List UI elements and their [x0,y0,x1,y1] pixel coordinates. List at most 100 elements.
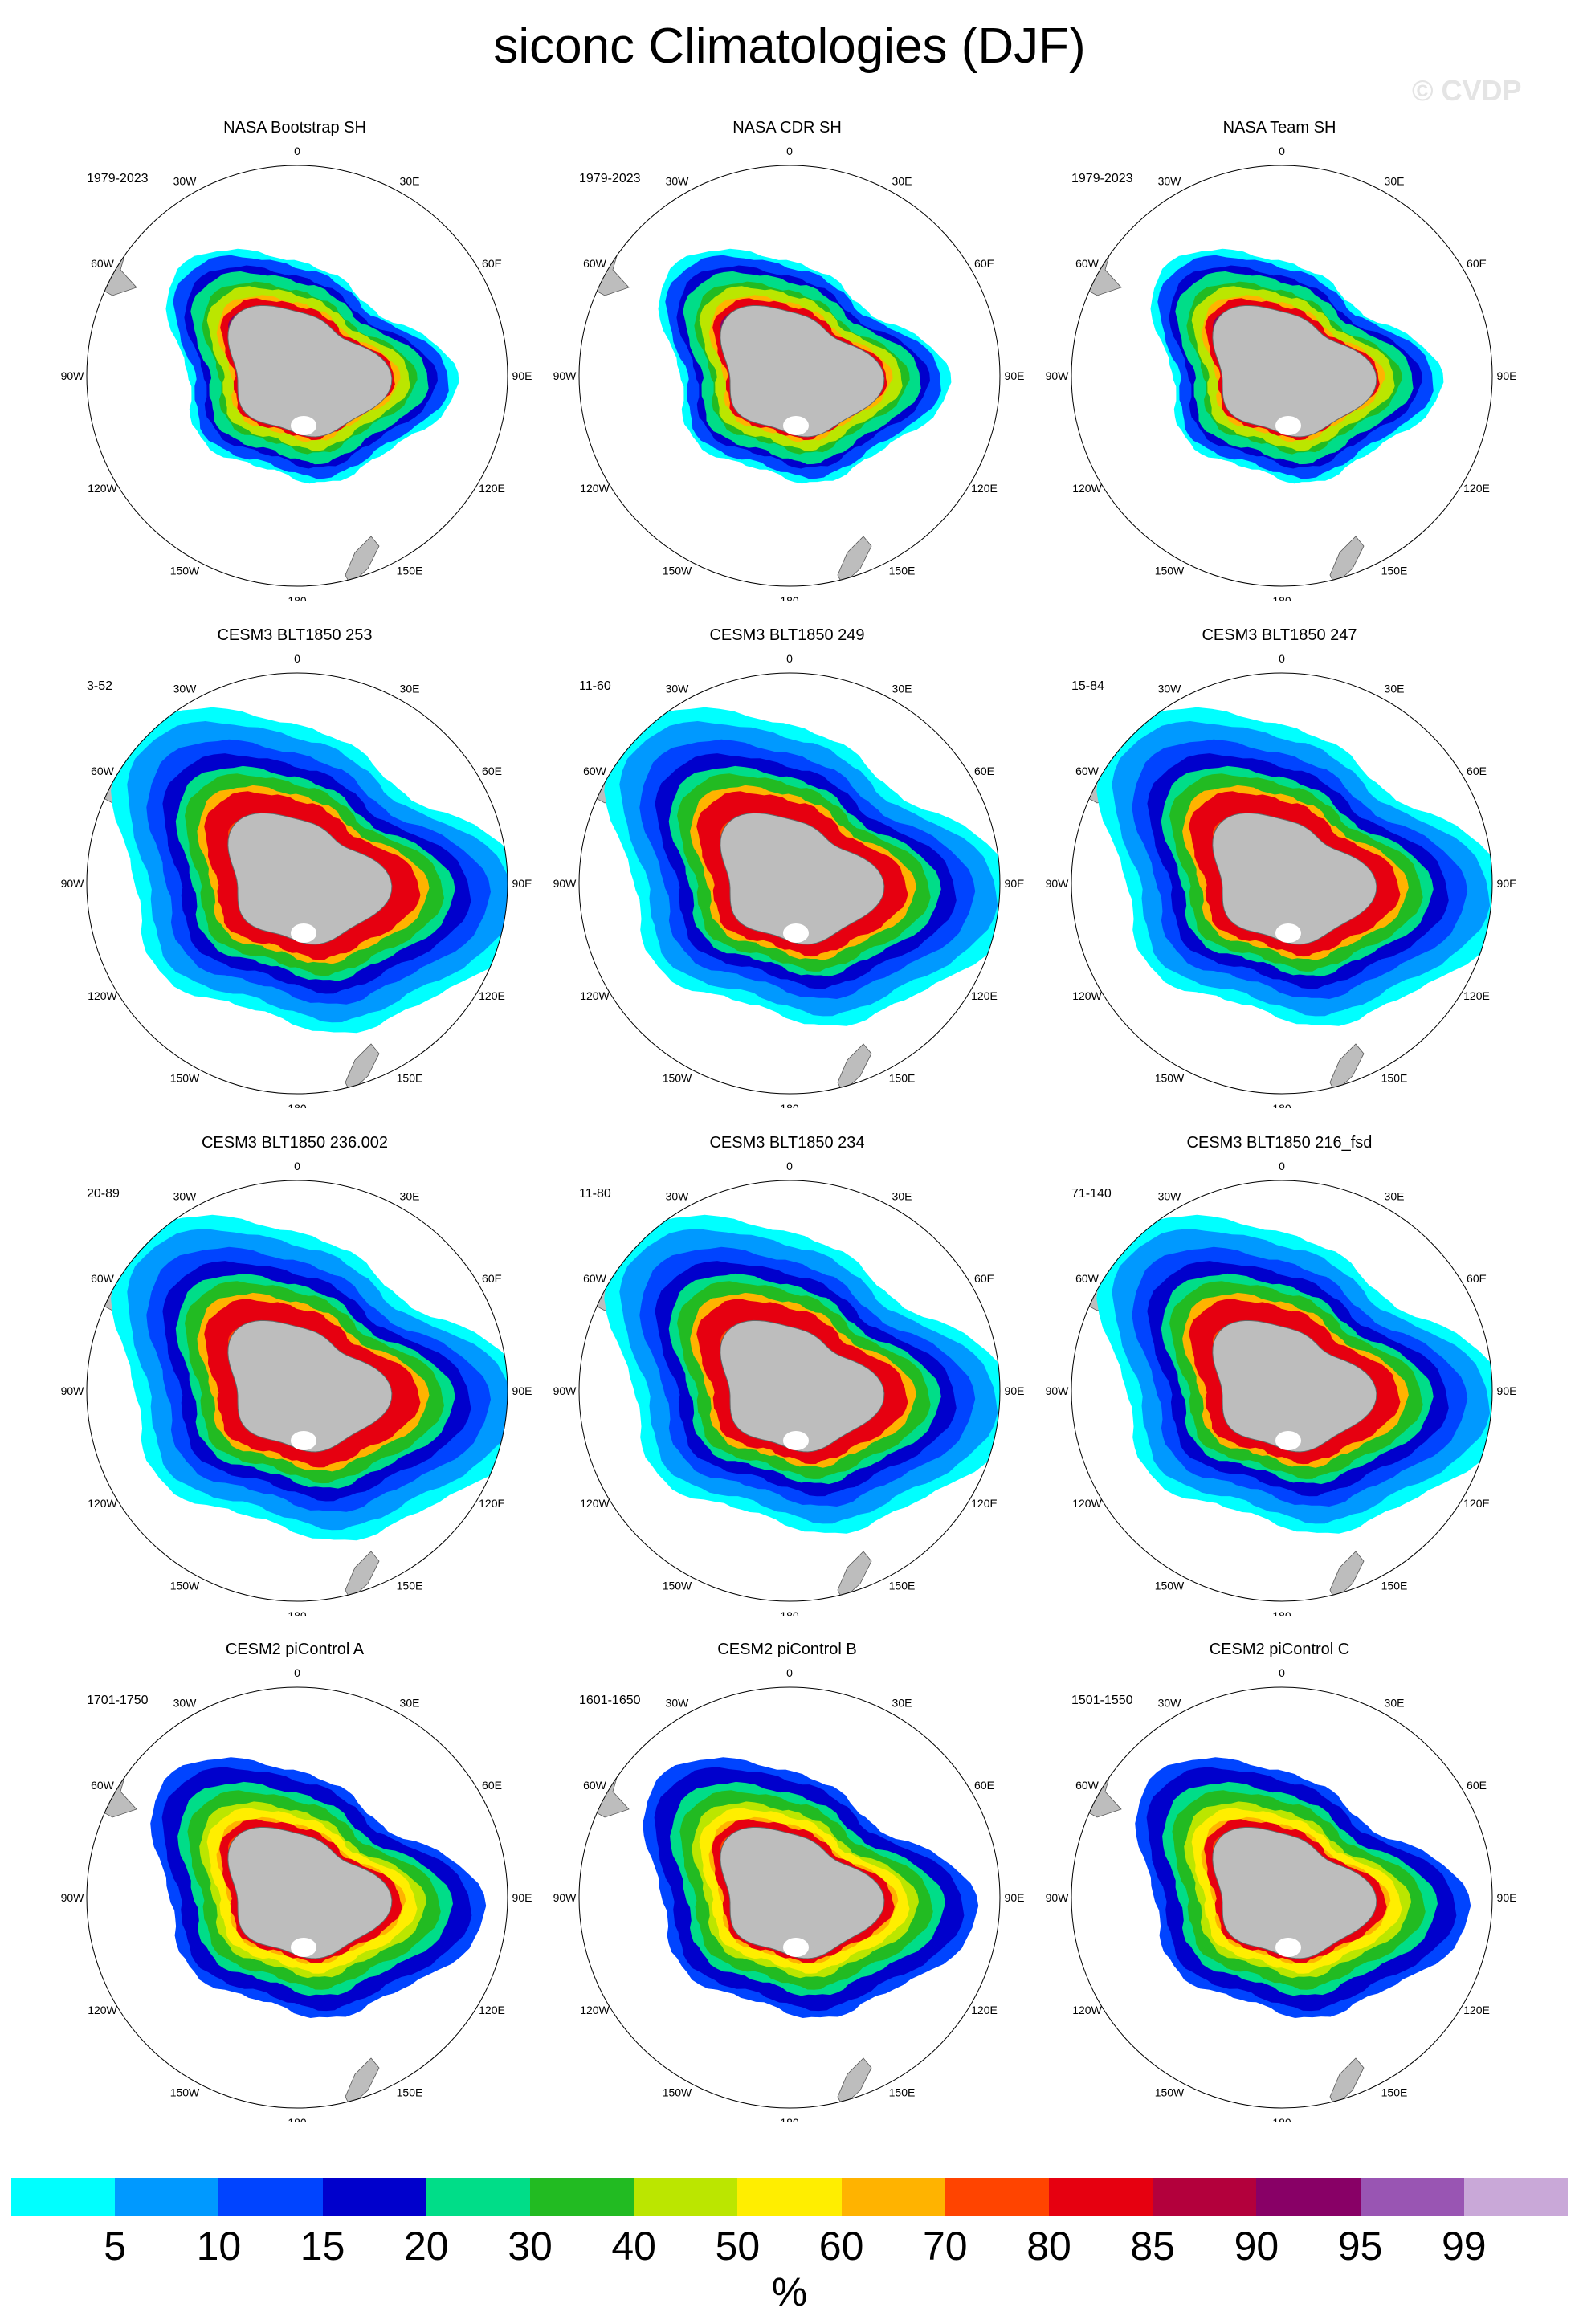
map-boundary [86,672,508,1095]
polar-map: 0 30E 60E 90E 120E 150E 180 150W 120W 90W 60W 30W [1046,1666,1517,2122]
longitude-label: 90E [1497,877,1517,890]
colorbar-tick-label: 80 [1026,2224,1071,2269]
colorbar-tick-label: 40 [611,2224,656,2269]
ross-ice-shelf [291,1938,316,1957]
longitude-label: 30E [400,683,420,695]
panel-title: NASA CDR SH [732,119,842,137]
longitude-label: 0 [786,1666,793,1679]
longitude-label: 180 [1272,1609,1291,1616]
ross-ice-shelf [291,416,316,435]
longitude-label: 120E [971,1497,998,1510]
antarctica-landmass [1212,1826,1377,1959]
longitude-label: 180 [288,594,307,601]
longitude-label: 60E [974,1272,994,1285]
panel-title: NASA Bootstrap SH [223,119,366,137]
colorbar-tick-label: 10 [196,2224,242,2269]
longitude-label: 120W [580,2004,610,2016]
longitude-label: 150W [1155,565,1185,577]
longitude-label: 0 [1279,652,1285,665]
longitude-label: 180 [288,2116,307,2122]
map-boundary [86,165,508,587]
ross-ice-shelf [1275,1938,1301,1957]
longitude-label: 90W [553,1384,577,1397]
longitude-label: 90E [1005,877,1025,890]
colorbar-swatch [737,2178,842,2216]
polar-map: 0 30E 60E 90E 120E 150E 180 150W 120W 90W 60W 30W [1046,145,1517,601]
longitude-label: 150E [1381,1580,1408,1592]
longitude-label: 90W [61,1384,85,1397]
polar-map: 0 30E 60E 90E 120E 150E 180 150W 120W 90W 60W 30W [61,145,532,601]
new-zealand-landmass [837,536,872,585]
colorbar-swatch [426,2178,531,2216]
new-zealand-landmass [1329,2057,1365,2107]
island-landmass [1438,518,1455,537]
map-panel: NASA Bootstrap SH 1979-2023 0 30E 60E 90E 120E… [0,119,532,601]
map-panel: CESM2 piControl B 1601-1650 0 30E 60E 90E 120E… [492,1641,1025,2122]
colorbar-swatch [11,2178,116,2216]
panel-years: 1979-2023 [1071,172,1133,186]
map-panel: CESM2 piControl C 1501-1550 0 30E 60E 90E 120E… [985,1641,1517,2122]
longitude-label: 150W [663,565,692,577]
colorbar-tick-label: 60 [818,2224,864,2269]
panel-years: 3-52 [87,679,113,693]
longitude-label: 90E [512,877,532,890]
longitude-label: 30E [400,1190,420,1203]
longitude-label: 180 [1272,1102,1291,1108]
new-zealand-landmass [1329,1043,1365,1093]
colorbar-swatch [1153,2178,1257,2216]
longitude-label: 120E [479,1497,505,1510]
longitude-label: 120E [971,482,998,495]
new-zealand-landmass [837,1551,872,1600]
longitude-label: 120E [479,2004,505,2016]
colorbar-tick-label: 70 [922,2224,968,2269]
longitude-label: 150W [663,1580,692,1592]
panel-years: 1701-1750 [87,1694,149,1707]
colorbar-tick-label: 85 [1130,2224,1175,2269]
longitude-label: 180 [780,594,799,601]
island-landmass [1438,1025,1455,1045]
longitude-label: 30W [173,1190,198,1203]
longitude-label: 0 [294,652,300,665]
map-boundary [578,1180,1001,1602]
longitude-label: 60W [1075,1272,1100,1285]
longitude-label: 60E [1467,1272,1487,1285]
longitude-label: 30E [892,1190,912,1203]
map-panel: CESM3 BLT1850 249 11-60 0 30E 60E 90E 120E 150E… [492,626,1025,1108]
longitude-label: 0 [1279,1666,1285,1679]
map-boundary [86,1180,508,1602]
colorbar-swatch [1049,2178,1153,2216]
colorbar-swatch [115,2178,219,2216]
island-landmass [946,2040,962,2059]
longitude-label: 120E [1463,2004,1490,2016]
island-landmass [1438,1533,1455,1552]
longitude-label: 150E [889,1580,916,1592]
polar-map: 0 30E 60E 90E 120E 150E 180 150W 120W 90W 60W 30W [1046,1160,1517,1616]
longitude-label: 150W [170,2086,200,2099]
map-boundary [1071,1180,1493,1602]
longitude-label: 30E [400,1697,420,1710]
polar-map: 0 30E 60E 90E 120E 150E 180 150W 120W 90W 60W 30W [61,652,532,1108]
longitude-label: 0 [294,1160,300,1172]
panel-years: 20-89 [87,1187,120,1201]
antarctica-landmass [227,1319,393,1453]
longitude-label: 120W [88,482,117,495]
colorbar-tick-label: 20 [403,2224,449,2269]
island-landmass [454,518,470,537]
map-boundary [578,165,1001,587]
map-panel: CESM2 piControl A 1701-1750 0 30E 60E 90E 120E… [0,1641,532,2122]
panel-years: 11-80 [579,1187,611,1201]
longitude-label: 60E [1467,1779,1487,1792]
longitude-label: 150E [889,565,916,577]
longitude-label: 90E [1005,1891,1025,1904]
colorbar-units: % [771,2269,808,2314]
map-panel: CESM3 BLT1850 234 11-80 0 30E 60E 90E 120E 150E… [492,1134,1025,1616]
longitude-label: 30W [1158,1697,1182,1710]
antarctica-landmass [1212,812,1377,945]
antarctica-landmass [1212,304,1377,438]
new-zealand-landmass [837,1043,872,1093]
longitude-label: 180 [1272,2116,1291,2122]
colorbar-swatch [1463,2178,1569,2216]
longitude-label: 90E [512,1891,532,1904]
longitude-label: 150E [1381,2086,1408,2099]
